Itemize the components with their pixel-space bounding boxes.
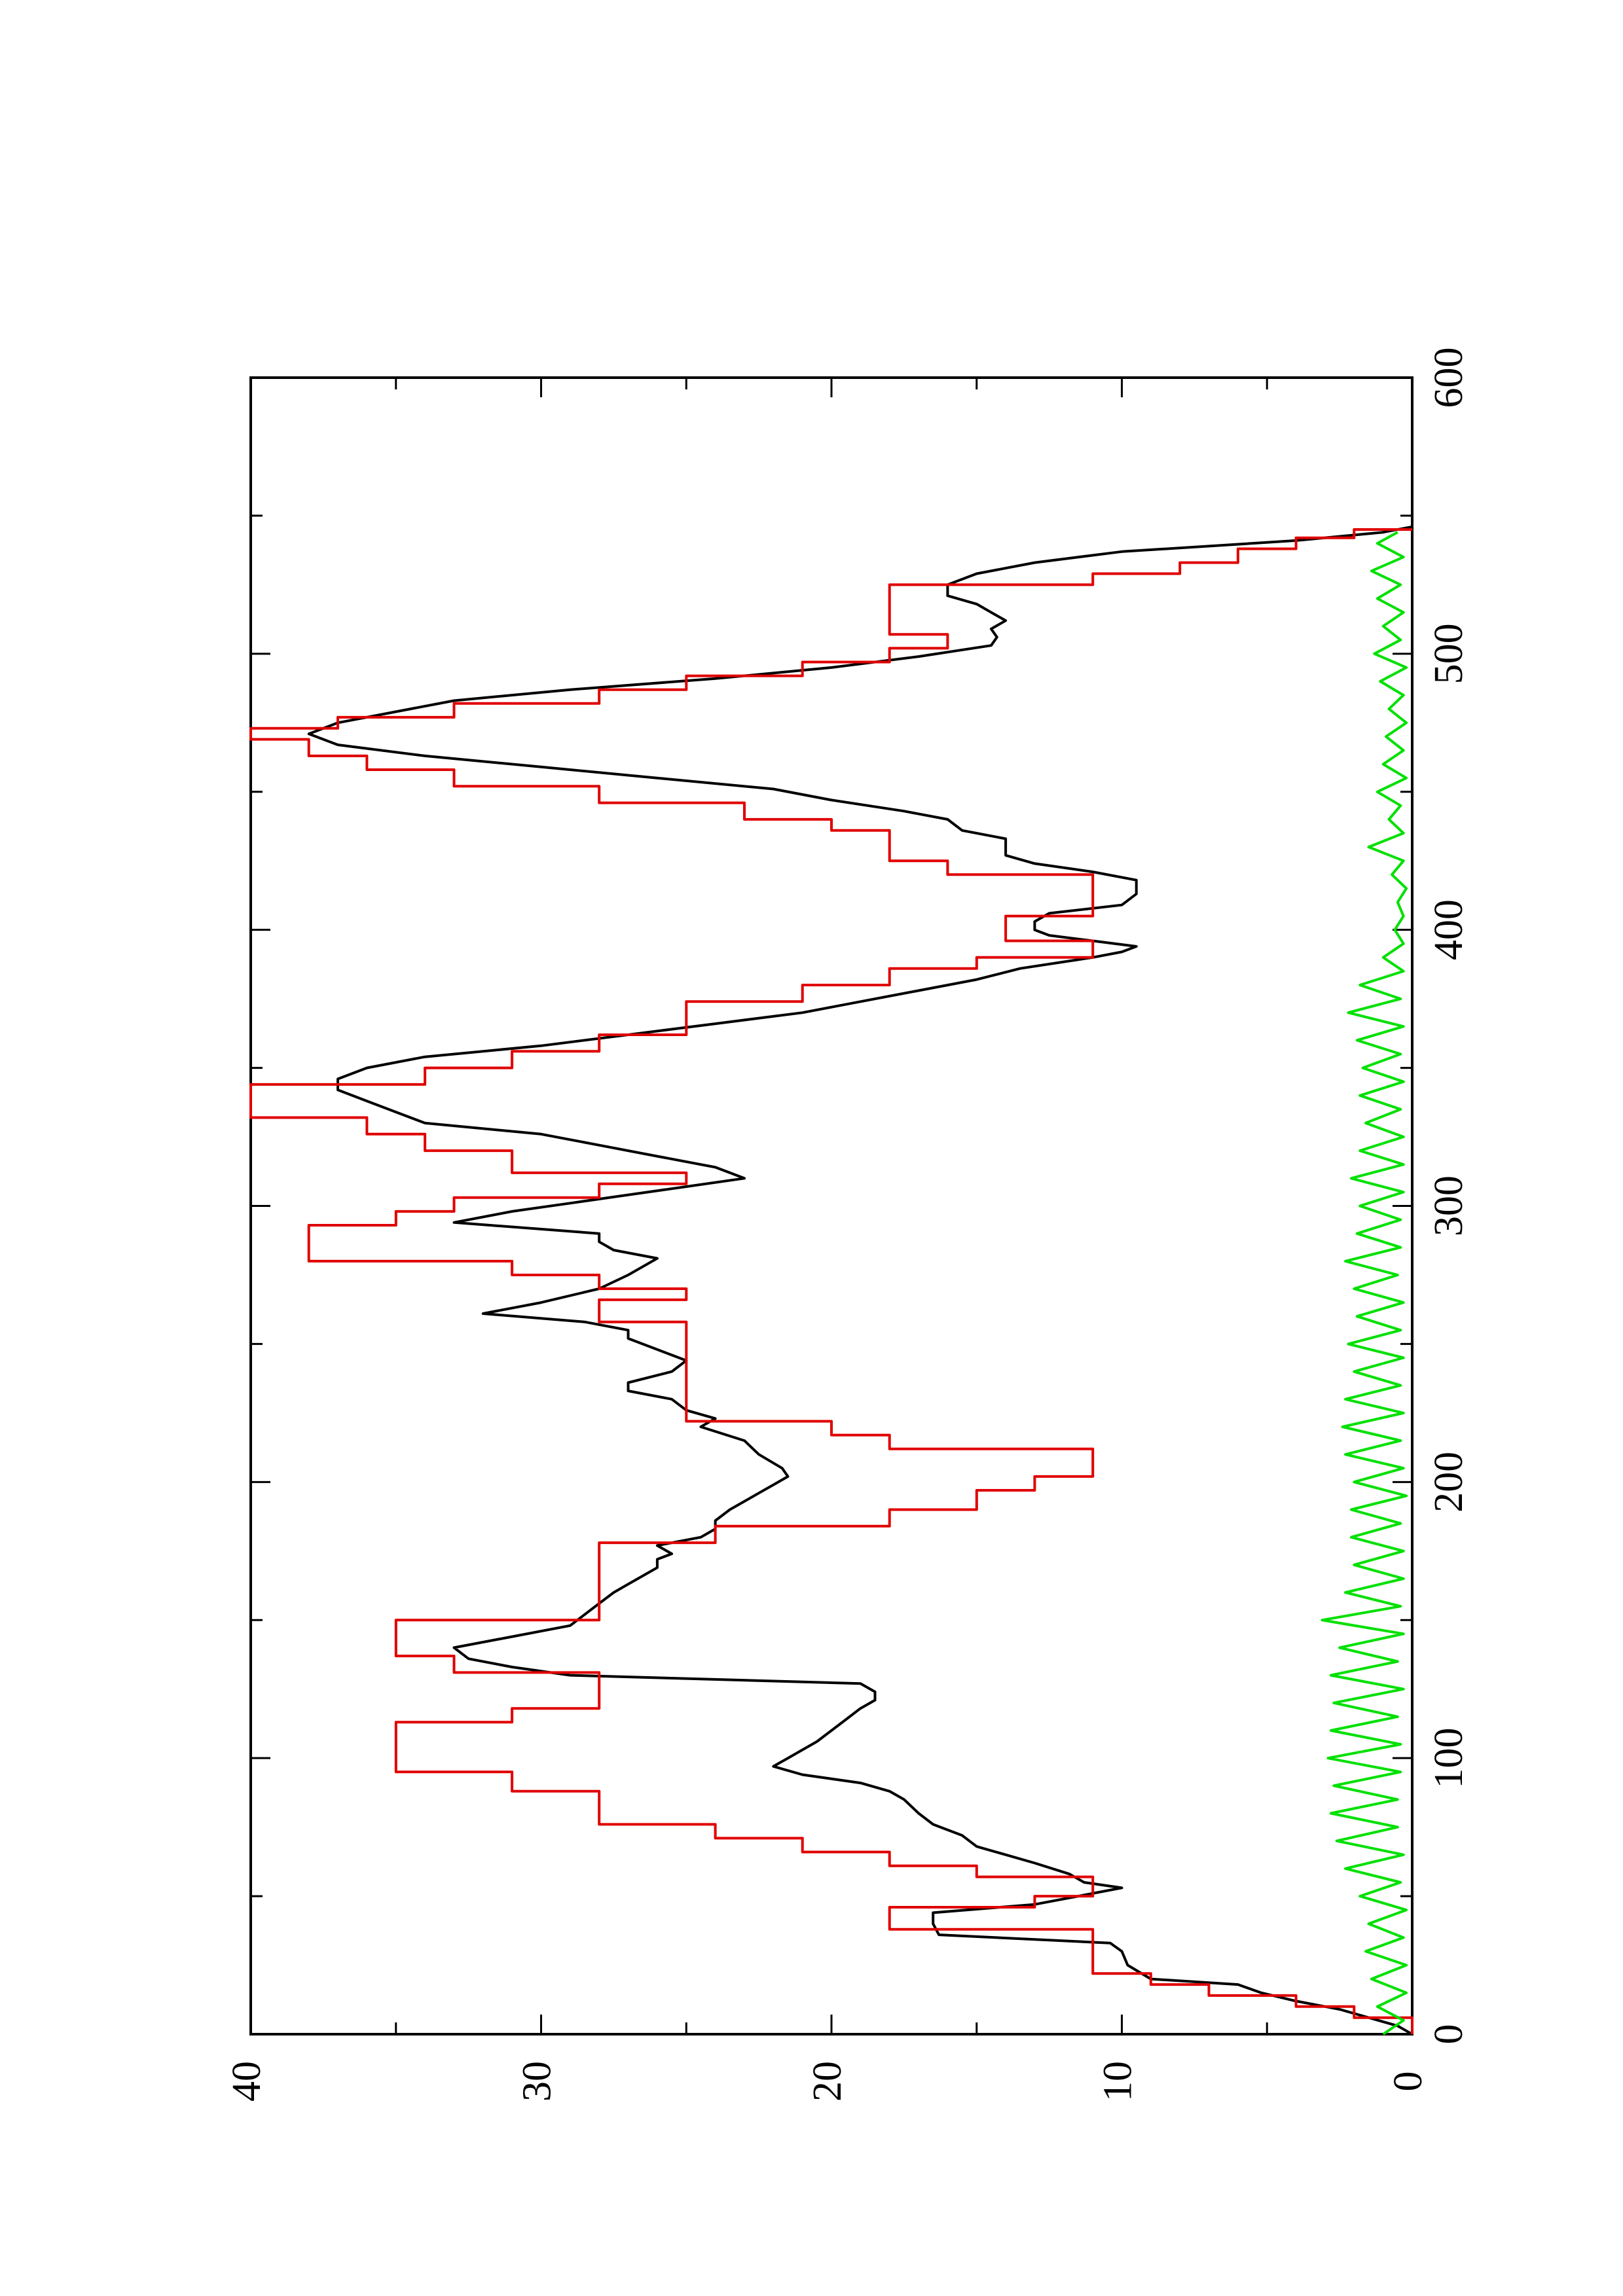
y-tick-label: 20 [805,2061,850,2102]
x-tick-label: 300 [1427,1175,1471,1236]
series-line-1 [307,525,1413,2036]
series-layer [249,525,1413,2036]
x-axis-tick-labels: 0 100 200 300 400 500 600 [1427,348,1471,2045]
y-tick-label: 10 [1096,2061,1140,2102]
y-axis-tick-labels: 0 10 20 30 40 [225,2061,1431,2102]
x-tick-label: 400 [1427,899,1471,960]
series-line-2 [249,528,1413,2034]
x-tick-label: 0 [1427,2024,1471,2045]
x-tick-label: 100 [1427,1728,1471,1789]
x-axis-ticks [251,376,1412,2036]
x-tick-label: 500 [1427,623,1471,684]
plot-frame [249,376,1413,2036]
series-line-3 [1321,531,1408,2036]
x-tick-label: 600 [1427,348,1471,408]
x-tick-label: 200 [1427,1452,1471,1513]
y-tick-label: 30 [515,2061,560,2102]
y-tick-label: 0 [1386,2072,1431,2092]
y-axis-ticks [249,378,1413,2034]
y-tick-label: 40 [225,2061,269,2102]
